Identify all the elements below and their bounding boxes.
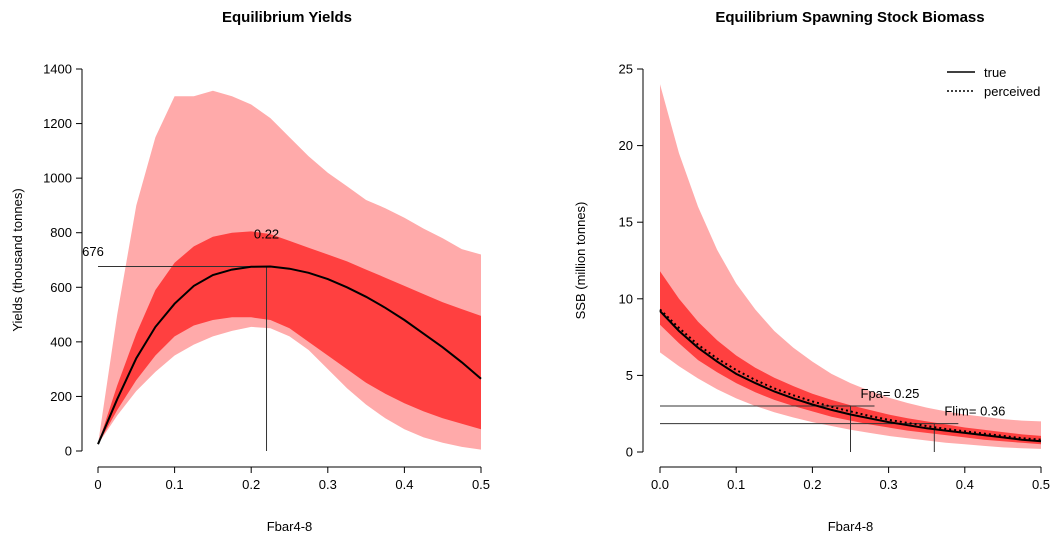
yields-panel: Equilibrium Yields 0 200 400 600 800 1000 1200… xyxy=(10,9,490,534)
yields-y-tick-label: 0 xyxy=(65,444,72,459)
ssb-outer-band xyxy=(660,84,1041,449)
ssb-title: Equilibrium Spawning Stock Biomass xyxy=(715,9,984,26)
ssb-x-tick-label: 0.2 xyxy=(803,477,821,492)
yields-x-axis: 0 0.1 0.2 0.3 0.4 0.5 xyxy=(94,466,490,492)
yields-annotation-yield: 676 xyxy=(82,244,104,259)
legend-true-label: true xyxy=(984,65,1006,80)
yields-title: Equilibrium Yields xyxy=(222,9,352,26)
yields-x-tick-label: 0.3 xyxy=(319,477,337,492)
yields-x-tick-label: 0.5 xyxy=(472,477,490,492)
ssb-x-label: Fbar4-8 xyxy=(828,519,874,534)
ssb-x-tick-label: 0.5 xyxy=(1032,477,1050,492)
yields-annotation-fmsy: 0.22 xyxy=(254,226,279,241)
ssb-flim-label: Flim= 0.36 xyxy=(944,404,1005,419)
ssb-y-tick-label: 10 xyxy=(619,291,633,306)
yields-y-tick-label: 1000 xyxy=(43,171,72,186)
yields-y-tick-label: 600 xyxy=(50,280,72,295)
yields-inner-band xyxy=(98,231,481,445)
ssb-y-label: SSB (million tonnes) xyxy=(573,202,588,320)
ssb-y-tick-label: 0 xyxy=(626,445,633,460)
ssb-fpa-label: Fpa= 0.25 xyxy=(861,386,920,401)
yields-median-line xyxy=(97,265,482,445)
ssb-y-tick-label: 5 xyxy=(626,368,633,383)
ssb-x-tick-label: 0.3 xyxy=(880,477,898,492)
ssb-x-axis: 0.0 0.1 0.2 0.3 0.4 0.5 xyxy=(651,466,1050,492)
yields-x-tick-label: 0.4 xyxy=(395,477,413,492)
ssb-x-tick-label: 0.1 xyxy=(727,477,745,492)
yields-y-tick-label: 400 xyxy=(50,334,72,349)
ssb-x-tick-label: 0.4 xyxy=(956,477,974,492)
ssb-reference-lines: Fpa= 0.25 Flim= 0.36 xyxy=(660,386,1005,452)
yields-x-tick-label: 0.2 xyxy=(242,477,260,492)
yields-y-label: Yields (thousand tonnes) xyxy=(10,188,25,331)
yields-y-tick-label: 1400 xyxy=(43,62,72,77)
yields-y-tick-label: 200 xyxy=(50,389,72,404)
yields-y-axis: 0 200 400 600 800 1000 1200 1400 xyxy=(43,62,83,459)
ssb-true-line xyxy=(659,310,1042,443)
ssb-y-tick-label: 20 xyxy=(619,138,633,153)
ssb-x-tick-label: 0.0 xyxy=(651,477,669,492)
ssb-panel: Equilibrium Spawning Stock Biomass 0 5 10 1… xyxy=(573,9,1050,534)
ssb-y-tick-label: 15 xyxy=(619,215,633,230)
yields-y-tick-label: 1200 xyxy=(43,116,72,131)
ssb-y-tick-label: 25 xyxy=(619,62,633,77)
legend-perceived-label: perceived xyxy=(984,84,1040,99)
yields-y-tick-label: 800 xyxy=(50,225,72,240)
yields-x-tick-label: 0.1 xyxy=(166,477,184,492)
yields-x-label: Fbar4-8 xyxy=(267,519,313,534)
ssb-legend: true perceived xyxy=(947,65,1040,99)
yields-x-tick-label: 0 xyxy=(94,477,101,492)
ssb-y-axis: 0 5 10 15 20 25 xyxy=(619,62,644,460)
